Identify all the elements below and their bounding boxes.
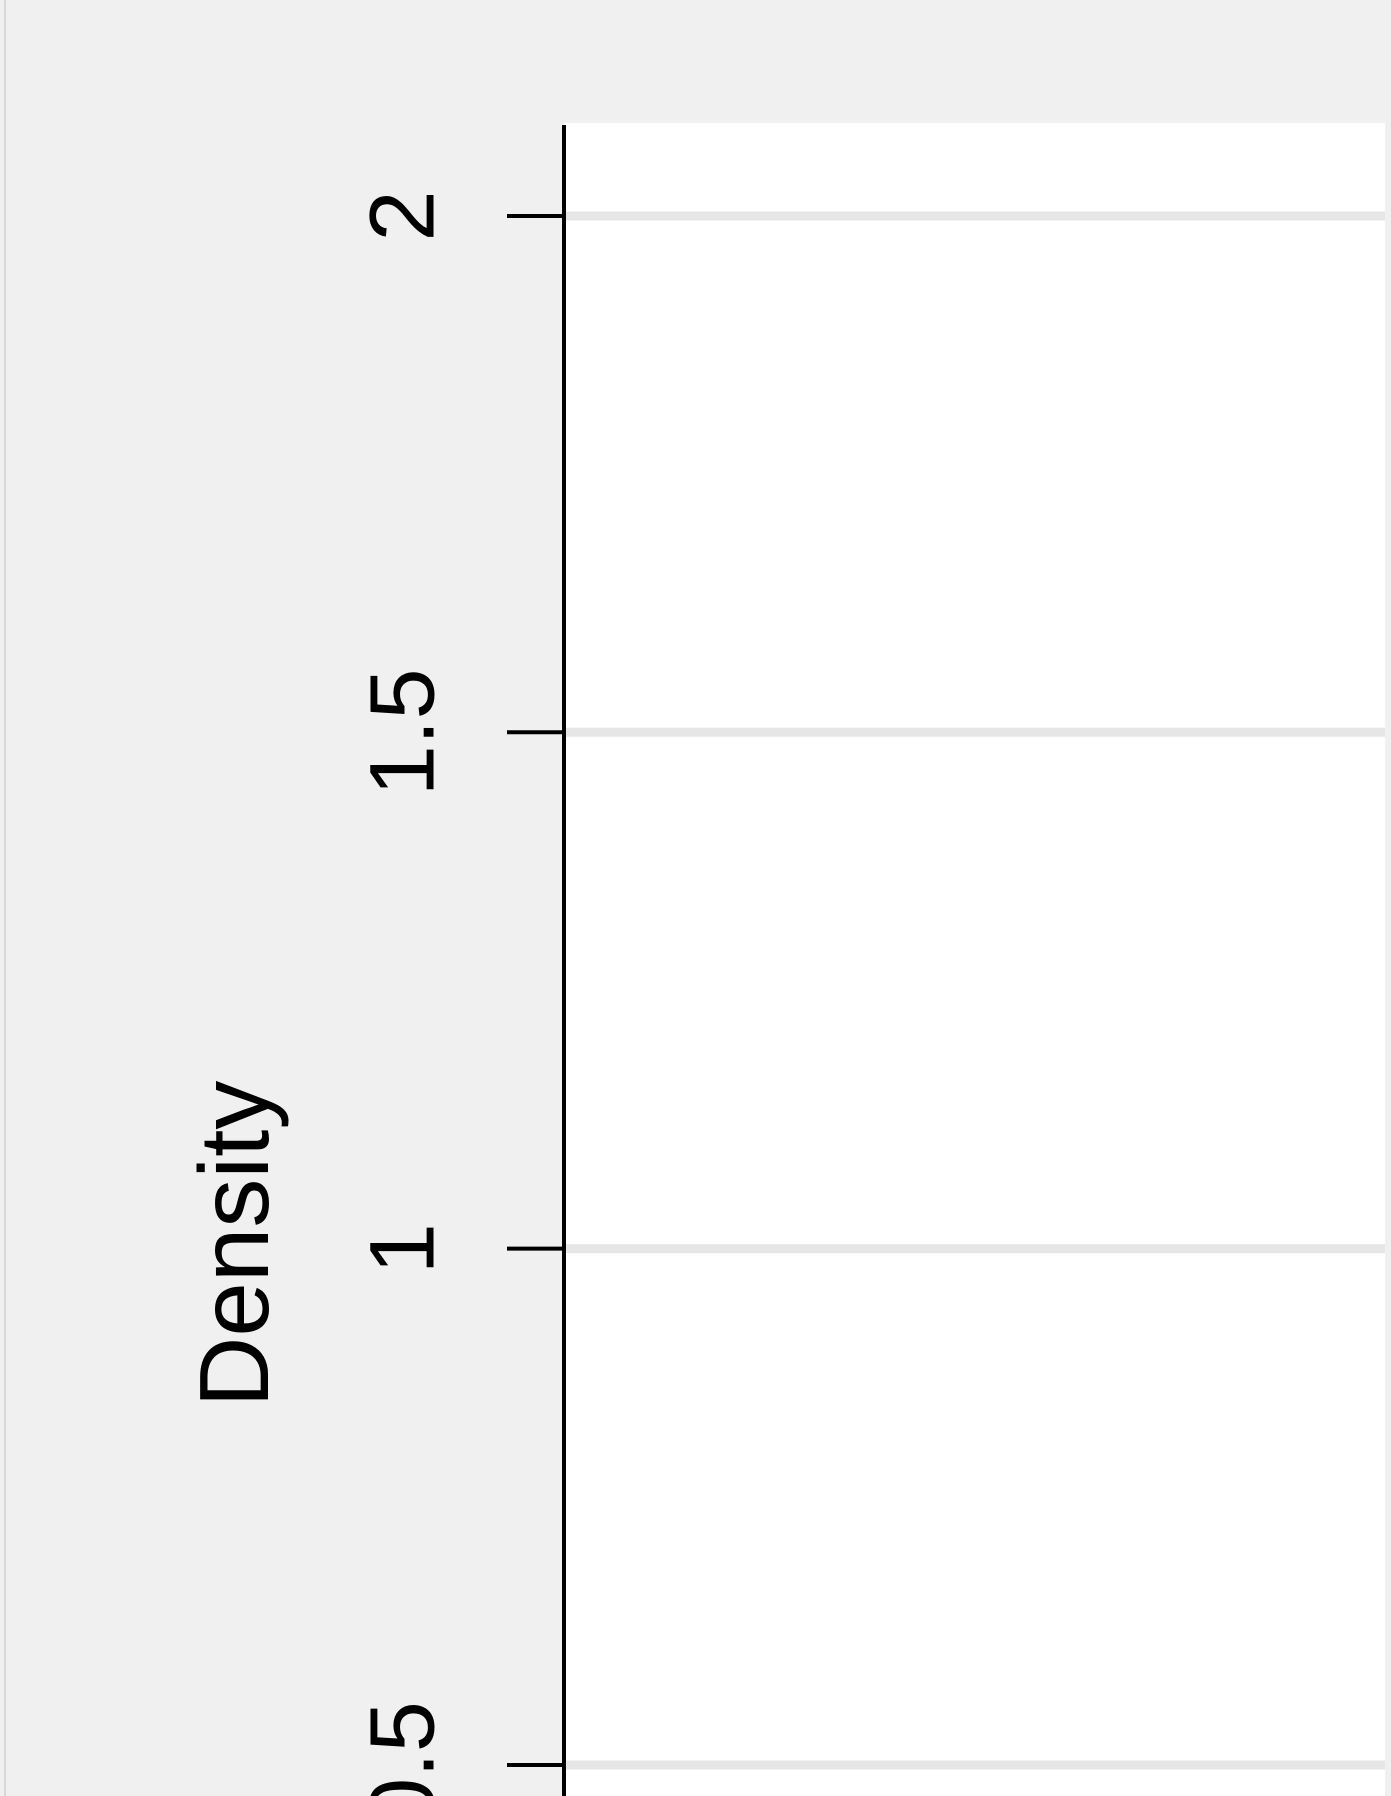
y-axis-label: Density <box>179 1081 289 1408</box>
y-tick-label: 1.5 <box>351 668 453 796</box>
grid <box>564 211 1385 1770</box>
y-tick-label: 2 <box>351 190 453 241</box>
plot-area <box>564 123 1385 1796</box>
y-tick-label: 0.5 <box>351 1701 453 1796</box>
y-tick-label: 1 <box>351 1223 453 1274</box>
y-axis: 0.5 1 1.5 2 <box>351 190 564 1796</box>
